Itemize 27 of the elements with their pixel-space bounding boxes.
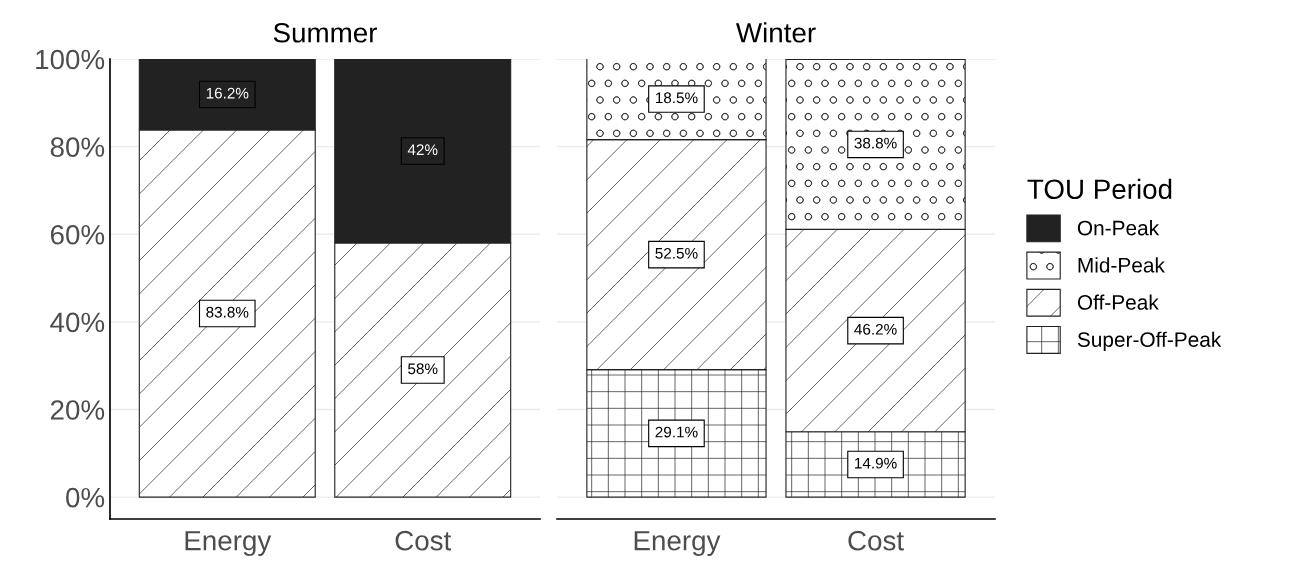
data-label: 38.8% (854, 137, 897, 149)
legend-label: Mid-Peak (1078, 257, 1165, 273)
data-label: 46.2% (854, 323, 897, 335)
x-tick-label: Cost (395, 530, 452, 551)
data-label: 29.1% (655, 426, 698, 438)
chart-title: Summer (273, 22, 378, 43)
chart-title: Winter (736, 22, 816, 43)
data-label: 18.5% (655, 92, 698, 104)
data-label: 83.8% (206, 306, 249, 318)
x-tick-label: Energy (634, 531, 721, 557)
legend-title: TOU Period (1027, 178, 1172, 200)
data-label: 14.9% (855, 457, 897, 469)
y-tick-label: 100% (36, 49, 105, 70)
y-tick-label: 80% (50, 137, 105, 157)
x-tick-label: Energy (185, 531, 272, 557)
data-label: 16.2% (206, 87, 249, 99)
legend-label: Off-Peak (1077, 294, 1159, 310)
y-tick-label: 40% (50, 312, 105, 333)
data-label: 52.5% (655, 247, 698, 259)
y-tick-label: 60% (50, 224, 105, 245)
data-label: 58% (408, 363, 438, 375)
data-label: 42% (407, 144, 438, 156)
y-tick-label: 0% (66, 487, 105, 508)
x-tick-label: Cost (848, 530, 904, 551)
legend-label: On-Peak (1077, 220, 1160, 236)
legend-label: Super-Off-Peak (1077, 331, 1222, 352)
y-tick-label: 20% (50, 400, 105, 420)
